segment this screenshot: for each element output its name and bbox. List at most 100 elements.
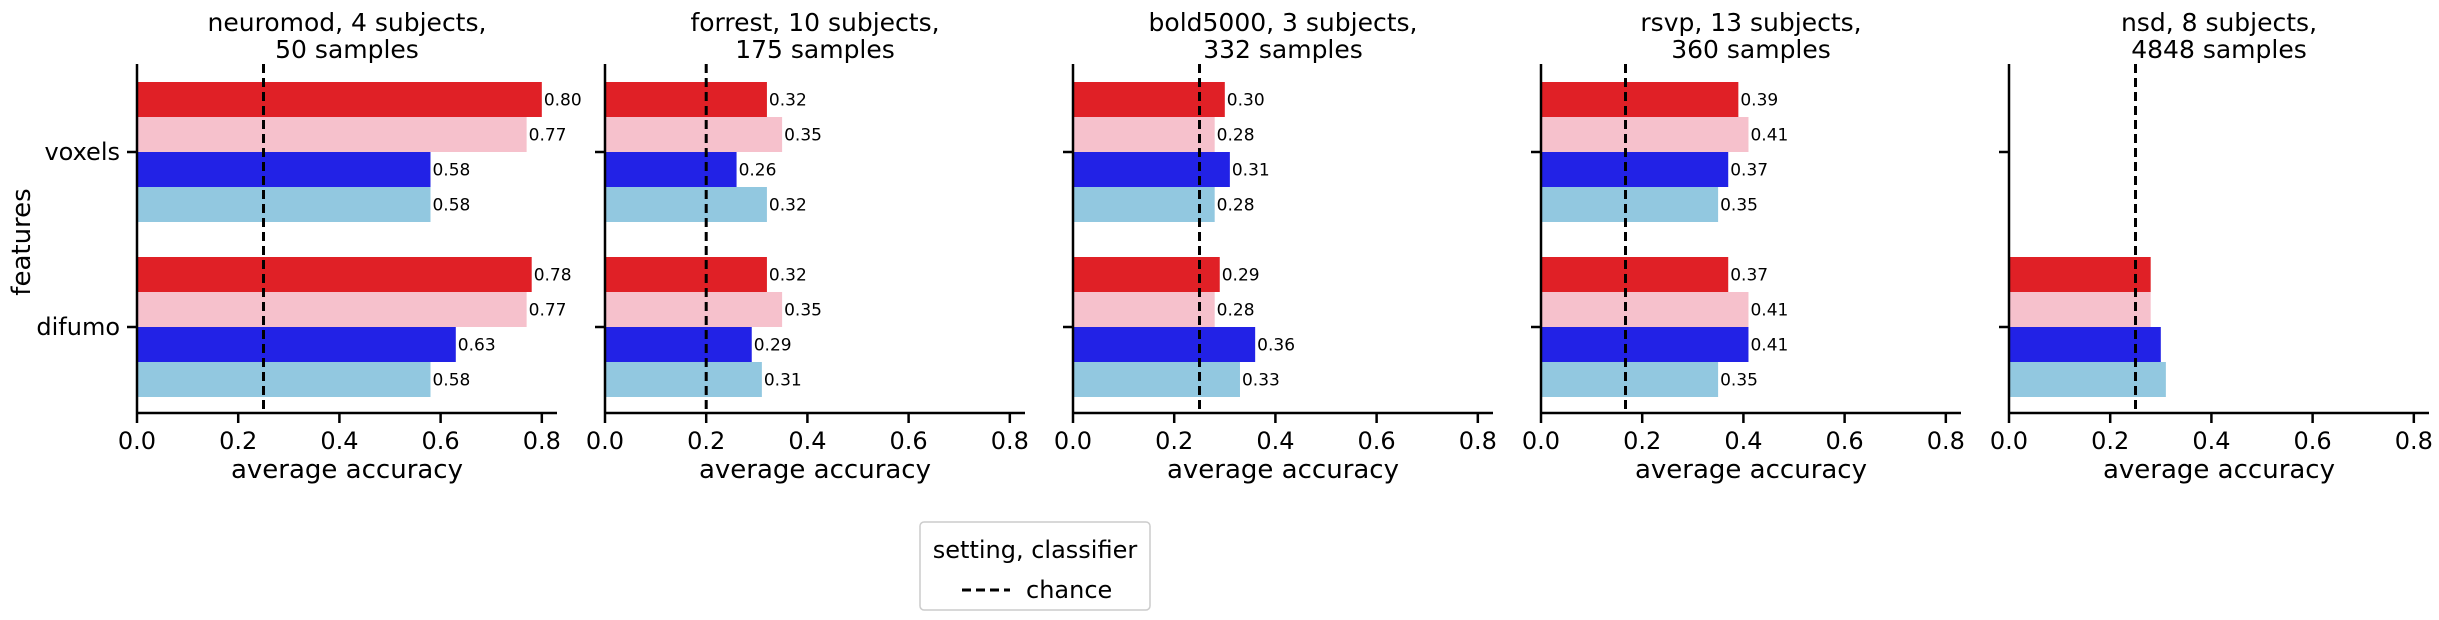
value-label-difumo-4: 0.35 [1720, 371, 1758, 391]
panel-title-line2: 360 samples [1671, 35, 1831, 64]
bar-voxels-2 [1073, 117, 1215, 152]
value-label-difumo-1: 0.78 [534, 266, 572, 286]
value-label-voxels-2: 0.77 [529, 126, 567, 146]
value-label-difumo-3: 0.63 [458, 336, 496, 356]
x-tick-label-0.8: 0.8 [2395, 427, 2433, 455]
x-tick-label-0.8: 0.8 [1927, 427, 1965, 455]
bar-voxels-3 [1073, 152, 1230, 187]
panels: neuromod, 4 subjects,50 samples 0.80 0.77 0… [36, 8, 2433, 485]
value-label-difumo-3: 0.29 [754, 336, 792, 356]
value-label-difumo-2: 0.28 [1217, 301, 1255, 321]
value-label-voxels-3: 0.58 [432, 161, 470, 181]
legend: setting, classifier chance [919, 521, 1151, 611]
y-tick-label-voxels: voxels [44, 138, 120, 166]
value-label-voxels-4: 0.58 [432, 196, 470, 216]
panel-title-line2: 50 samples [275, 35, 419, 64]
x-axis-label: average accuracy [1635, 455, 1867, 485]
x-tick-label-0.4: 0.4 [788, 427, 826, 455]
x-axis-label: average accuracy [231, 455, 463, 485]
value-label-voxels-4: 0.32 [769, 196, 807, 216]
value-label-voxels-1: 0.32 [769, 91, 807, 111]
x-tick-label-0.6: 0.6 [2294, 427, 2332, 455]
bar-difumo-2 [137, 292, 527, 327]
x-tick-label-0.2: 0.2 [219, 427, 257, 455]
x-tick-label-0.8: 0.8 [523, 427, 561, 455]
value-label-voxels-1: 0.80 [544, 91, 582, 111]
panel-4: rsvp, 13 subjects,360 samples 0.39 0.41 0.3… [1522, 8, 1965, 485]
panel-title-line1: bold5000, 3 subjects, [1149, 8, 1418, 37]
bar-difumo-4 [1541, 362, 1719, 397]
legend-frame [919, 521, 1151, 611]
bar-voxels-4 [1541, 187, 1719, 222]
bar-difumo-4 [1073, 362, 1240, 397]
x-tick-label-0.6: 0.6 [890, 427, 928, 455]
bar-difumo-2 [1073, 292, 1215, 327]
bar-difumo-4 [137, 362, 431, 397]
y-axis-label: features [7, 188, 37, 295]
y-tick-label-difumo: difumo [36, 313, 120, 341]
value-label-voxels-3: 0.26 [739, 161, 777, 181]
bar-difumo-3 [1541, 327, 1749, 362]
bar-difumo-1 [605, 257, 767, 292]
bar-difumo-1 [1073, 257, 1220, 292]
panel-title-line1: nsd, 8 subjects, [2121, 8, 2317, 37]
value-label-difumo-3: 0.41 [1750, 336, 1788, 356]
bar-difumo-3 [605, 327, 752, 362]
panel-title-line2: 175 samples [735, 35, 895, 64]
value-label-voxels-2: 0.35 [784, 126, 822, 146]
x-tick-label-0.4: 0.4 [1724, 427, 1762, 455]
bar-difumo-3 [2009, 327, 2161, 362]
bar-voxels-2 [137, 117, 527, 152]
panel-title-line1: forrest, 10 subjects, [690, 8, 939, 37]
value-label-difumo-2: 0.77 [529, 301, 567, 321]
x-tick-label-0.0: 0.0 [1990, 427, 2028, 455]
bar-voxels-1 [605, 82, 767, 117]
value-label-voxels-2: 0.28 [1217, 126, 1255, 146]
value-label-voxels-4: 0.35 [1720, 196, 1758, 216]
value-label-difumo-2: 0.41 [1750, 301, 1788, 321]
bar-difumo-1 [1541, 257, 1729, 292]
panel-3: bold5000, 3 subjects,332 samples 0.30 0.28… [1054, 8, 1497, 485]
value-label-voxels-3: 0.31 [1232, 161, 1270, 181]
panel-title-line2: 332 samples [1203, 35, 1363, 64]
x-tick-label-0.8: 0.8 [991, 427, 1029, 455]
bar-voxels-4 [137, 187, 431, 222]
panel-2: forrest, 10 subjects,175 samples 0.32 0.35… [586, 8, 1029, 485]
panel-5: nsd, 8 subjects,4848 samples 0.0 0.2 0.4 0.6… [1990, 8, 2433, 485]
x-tick-label-0.2: 0.2 [1623, 427, 1661, 455]
value-label-voxels-1: 0.30 [1227, 91, 1265, 111]
x-tick-label-0.8: 0.8 [1459, 427, 1497, 455]
bar-voxels-2 [1541, 117, 1749, 152]
value-label-difumo-2: 0.35 [784, 301, 822, 321]
x-tick-label-0.4: 0.4 [1256, 427, 1294, 455]
x-axis-label: average accuracy [2103, 455, 2335, 485]
bar-difumo-2 [605, 292, 783, 327]
x-axis-label: average accuracy [1167, 455, 1399, 485]
value-label-difumo-4: 0.33 [1242, 371, 1280, 391]
bar-voxels-1 [1073, 82, 1225, 117]
x-tick-label-0.6: 0.6 [422, 427, 460, 455]
value-label-difumo-1: 0.37 [1730, 266, 1768, 286]
x-tick-label-0.0: 0.0 [1522, 427, 1560, 455]
panel-title-line1: rsvp, 13 subjects, [1640, 8, 1861, 37]
value-label-difumo-4: 0.58 [432, 371, 470, 391]
x-tick-label-0.0: 0.0 [1054, 427, 1092, 455]
bar-voxels-3 [137, 152, 431, 187]
x-tick-label-0.6: 0.6 [1826, 427, 1864, 455]
x-tick-label-0.4: 0.4 [2192, 427, 2230, 455]
bar-difumo-3 [1073, 327, 1256, 362]
legend-title: setting, classifier [933, 536, 1138, 564]
x-tick-label-0.0: 0.0 [118, 427, 156, 455]
bar-voxels-3 [605, 152, 737, 187]
bar-voxels-4 [1073, 187, 1215, 222]
bar-voxels-2 [605, 117, 783, 152]
value-label-voxels-1: 0.39 [1740, 91, 1778, 111]
bar-difumo-2 [1541, 292, 1749, 327]
x-axis-label: average accuracy [699, 455, 931, 485]
bar-voxels-1 [137, 82, 542, 117]
bar-difumo-2 [2009, 292, 2151, 327]
bar-difumo-1 [2009, 257, 2151, 292]
bar-voxels-1 [1541, 82, 1739, 117]
legend-chance-label: chance [1026, 576, 1112, 604]
